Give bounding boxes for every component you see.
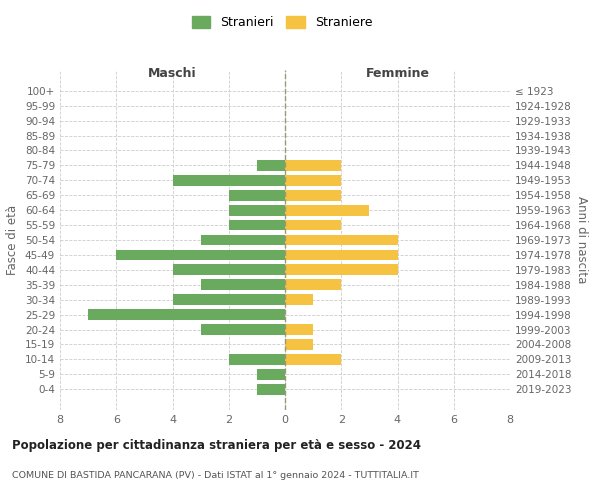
Bar (285, 160, 341, 171)
Bar (285, 205, 370, 216)
Y-axis label: Fasce di età: Fasce di età (7, 205, 19, 275)
Text: Maschi: Maschi (148, 68, 197, 80)
Bar (173, 264, 285, 275)
Bar (285, 220, 341, 230)
Legend: Stranieri, Straniere: Stranieri, Straniere (187, 11, 377, 34)
Bar (285, 280, 341, 290)
Bar (285, 250, 398, 260)
Bar (257, 369, 285, 380)
Bar (229, 190, 285, 200)
Bar (88, 309, 285, 320)
Text: COMUNE DI BASTIDA PANCARANA (PV) - Dati ISTAT al 1° gennaio 2024 - TUTTITALIA.IT: COMUNE DI BASTIDA PANCARANA (PV) - Dati … (12, 470, 419, 480)
Bar (285, 324, 313, 335)
Bar (200, 234, 285, 246)
Bar (285, 294, 313, 305)
Bar (229, 205, 285, 216)
Bar (285, 175, 341, 186)
Bar (285, 234, 398, 246)
Bar (173, 294, 285, 305)
Bar (257, 384, 285, 394)
Bar (285, 339, 313, 350)
Bar (229, 220, 285, 230)
Bar (285, 354, 341, 364)
Bar (257, 160, 285, 171)
Bar (229, 354, 285, 364)
Bar (200, 324, 285, 335)
Bar (200, 280, 285, 290)
Bar (116, 250, 285, 260)
Bar (285, 190, 341, 200)
Y-axis label: Anni di nascita: Anni di nascita (575, 196, 588, 284)
Bar (285, 264, 398, 275)
Text: Popolazione per cittadinanza straniera per età e sesso - 2024: Popolazione per cittadinanza straniera p… (12, 438, 421, 452)
Text: Femmine: Femmine (365, 68, 430, 80)
Bar (173, 175, 285, 186)
